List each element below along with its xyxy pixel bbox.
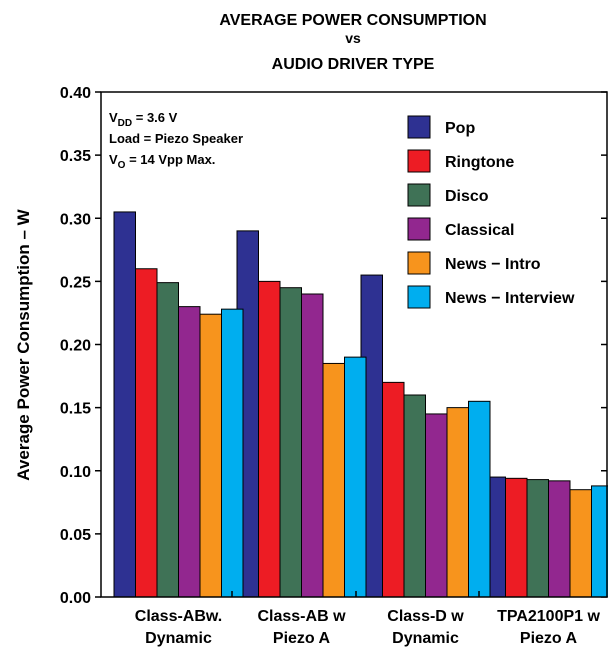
y-tick-label: 0.20 bbox=[60, 338, 91, 355]
y-tick-label: 0.40 bbox=[60, 85, 91, 102]
bar bbox=[505, 477, 528, 598]
x-category-label: Class-ABw. bbox=[135, 608, 222, 625]
annotation-text: V bbox=[109, 152, 118, 167]
bar bbox=[301, 293, 324, 598]
bar bbox=[322, 362, 345, 598]
annotation-line: Load = Piezo Speaker bbox=[109, 131, 243, 146]
bar bbox=[344, 356, 367, 598]
chart-title-line-2: vs bbox=[345, 30, 361, 46]
bar bbox=[178, 306, 201, 598]
legend-swatch bbox=[407, 115, 431, 139]
legend-swatch bbox=[407, 285, 431, 309]
x-category-label: TPA2100P1 w bbox=[497, 608, 600, 625]
chart-title-line-1: AVERAGE POWER CONSUMPTION bbox=[219, 12, 486, 29]
bar bbox=[425, 413, 448, 598]
x-category-label: Class-D w bbox=[387, 608, 464, 625]
bar bbox=[221, 308, 244, 598]
bar bbox=[135, 268, 158, 598]
y-tick-label: 0.25 bbox=[60, 274, 91, 291]
bar bbox=[446, 407, 469, 598]
y-tick-label: 0.30 bbox=[60, 211, 91, 228]
plot-frame bbox=[100, 91, 608, 598]
chart-title-line-3: AUDIO DRIVER TYPE bbox=[272, 56, 435, 73]
x-axis-category-labels: Class-ABw. Dynamic Class-AB w Piezo A Class-… bbox=[135, 591, 600, 647]
legend-swatch bbox=[407, 217, 431, 241]
bar bbox=[468, 400, 491, 598]
y-tick-label: 0.10 bbox=[60, 464, 91, 481]
legend-swatch bbox=[407, 149, 431, 173]
bar bbox=[403, 394, 426, 598]
annotation-text: = 14 Vpp Max. bbox=[125, 152, 215, 167]
annotation-text: = 3.6 V bbox=[132, 110, 177, 125]
bar bbox=[548, 480, 571, 598]
annotation-line: VO = 14 Vpp Max. bbox=[109, 152, 215, 171]
bar bbox=[591, 485, 608, 598]
y-axis-label: Average Power Consumption – W bbox=[14, 208, 33, 480]
bar bbox=[279, 287, 302, 598]
chart-title: AVERAGE POWER CONSUMPTION vs AUDIO DRIVE… bbox=[219, 12, 486, 73]
annotation-text: Load = Piezo Speaker bbox=[109, 131, 243, 146]
y-axis-ticks: 0.00 0.05 0.10 0.15 0.20 0.25 0.30 0.35 0.40 bbox=[60, 85, 607, 607]
bar bbox=[156, 282, 179, 598]
x-category-label: Piezo A bbox=[520, 630, 578, 647]
bar bbox=[569, 489, 592, 598]
bar bbox=[258, 280, 281, 598]
bar bbox=[382, 381, 405, 598]
legend-label: News − Intro bbox=[445, 256, 541, 273]
bar bbox=[199, 313, 222, 598]
y-tick-label: 0.00 bbox=[60, 590, 91, 607]
x-category-label: Piezo A bbox=[273, 630, 331, 647]
x-category-label: Dynamic bbox=[145, 630, 212, 647]
annotation-subscript: DD bbox=[118, 118, 132, 129]
bar bbox=[526, 479, 549, 598]
bar-series bbox=[113, 211, 608, 598]
legend-label: Ringtone bbox=[445, 154, 514, 171]
annotation-text: V bbox=[109, 110, 118, 125]
legend-swatch bbox=[407, 183, 431, 207]
x-category-label: Dynamic bbox=[392, 630, 459, 647]
legend: Pop Ringtone Disco Classical News − Intro New… bbox=[407, 115, 575, 309]
legend-swatch bbox=[407, 251, 431, 275]
legend-label: Classical bbox=[445, 222, 514, 239]
legend-label: Disco bbox=[445, 188, 489, 205]
legend-label: News − Interview bbox=[445, 290, 575, 307]
y-tick-label: 0.05 bbox=[60, 527, 91, 544]
y-tick-label: 0.15 bbox=[60, 401, 91, 418]
x-category-label: Class-AB w bbox=[257, 608, 346, 625]
legend-label: Pop bbox=[445, 120, 475, 137]
y-tick-label: 0.35 bbox=[60, 148, 91, 165]
annotation-subscript: O bbox=[118, 160, 126, 171]
annotation-line: VDD = 3.6 V bbox=[109, 110, 178, 129]
bar bbox=[113, 211, 136, 598]
